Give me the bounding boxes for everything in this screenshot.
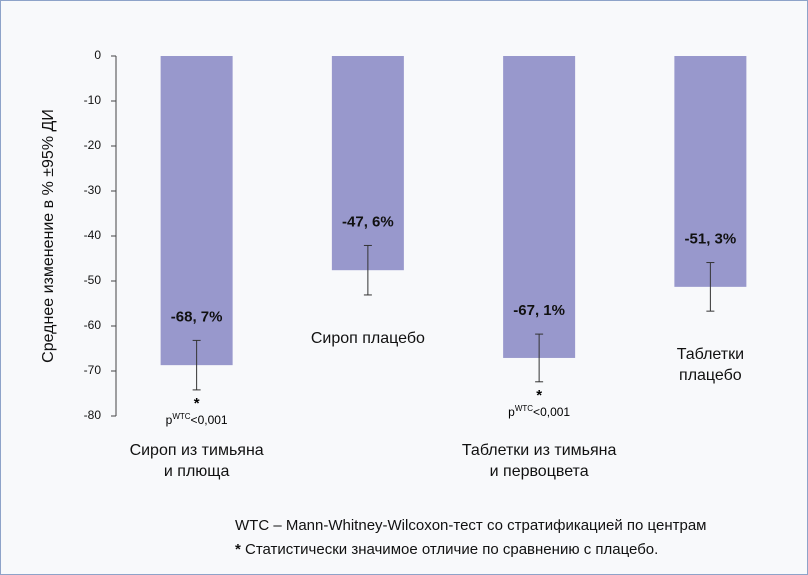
footnote: WTC – Mann-Whitney-Wilcoxon-тест со стра… — [235, 517, 706, 534]
p-value: pWTC<0,001 — [166, 412, 228, 427]
significance-mark: * — [536, 386, 543, 404]
y-tick-label: -50 — [84, 273, 102, 287]
x-tick-label: Таблетки плацебо — [676, 346, 745, 385]
y-tick-label: -10 — [84, 93, 102, 107]
bar — [160, 56, 233, 366]
p-text: <0,001 — [190, 412, 228, 427]
value-label: -51, 3% — [685, 231, 737, 248]
value-label: -47, 6% — [342, 213, 394, 230]
y-tick-label: -70 — [84, 363, 102, 377]
y-tick-label: -30 — [84, 183, 102, 197]
value-label: -68, 7% — [171, 308, 223, 325]
x-tick-label: Сироп плацебо — [310, 329, 425, 347]
footnote-marker: * — [235, 541, 241, 558]
p-prefix: p — [165, 412, 173, 427]
bar — [331, 56, 404, 271]
bar — [503, 56, 576, 358]
bar — [674, 56, 747, 287]
p-value: pWTC<0,001 — [508, 404, 570, 419]
p-text: <0,001 — [533, 404, 571, 419]
x-tick-label: Сироп из тимьяна и плюща — [129, 442, 264, 480]
value-label: -67, 1% — [513, 302, 565, 319]
y-tick-label: -80 — [84, 408, 102, 422]
y-tick-label: 0 — [94, 48, 101, 62]
y-axis-label: Среднее изменение в % ±95% ДИ — [40, 109, 57, 363]
footnote: * Статистически значимое отличие по срав… — [235, 541, 658, 558]
p-superscript: WTC — [172, 411, 191, 421]
p-prefix: p — [508, 404, 515, 419]
p-superscript: WTC — [514, 403, 534, 413]
x-tick-label: Таблетки из тимьяна и первоцвета — [461, 442, 617, 480]
y-tick-label: -60 — [84, 318, 102, 332]
y-tick-label: -40 — [84, 228, 102, 242]
y-tick-label: -20 — [84, 138, 102, 152]
footnote-text: WTC – Mann-Whitney-Wilcoxon-тест со стра… — [235, 517, 707, 534]
footnote-text: Статистически значимое отличие по сравне… — [240, 541, 659, 558]
significance-mark: * — [193, 394, 200, 412]
